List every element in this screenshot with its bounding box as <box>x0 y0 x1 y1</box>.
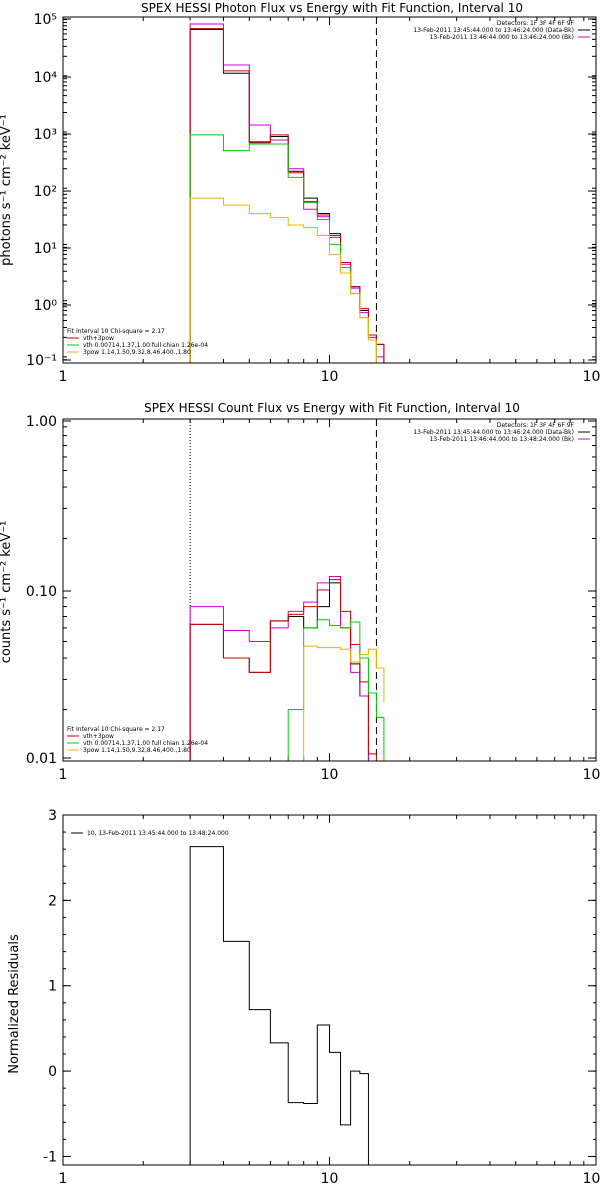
bottom-legend-text: vth 0.00714,1.37,1.00 full chian 1.26e-0… <box>83 740 208 747</box>
count-flux-title: SPEX HESSI Count Flux vs Energy with Fit… <box>144 401 520 415</box>
bottom-legend-text: 3pow 1.14,1.50,9.32,8.46,400.,1.80 <box>83 349 191 356</box>
count-flux-plot-frame <box>62 418 597 762</box>
bottom-legend-text: vth+3pow <box>83 335 114 342</box>
bottom-legend-text: vth 0.00714,1.37,1.00 full chian 1.26e-0… <box>83 342 208 349</box>
x-tick-label: 1 <box>59 767 68 783</box>
x-tick-label: 10 <box>321 1171 339 1187</box>
x-tick-label: 10 <box>321 369 339 385</box>
residuals-panel: Normalized Residuals 1101003210-110, 13-… <box>7 808 600 1187</box>
series-line-2 <box>189 579 377 761</box>
y-tick-label: 0.10 <box>26 584 57 600</box>
photon-flux-plot-frame <box>62 16 597 364</box>
top-legend-text: 13-Feb-2011 13:45:44.000 to 13:46:24.000… <box>413 27 574 34</box>
series-line-2 <box>189 28 385 363</box>
photon-flux-title: SPEX HESSI Photon Flux vs Energy with Fi… <box>141 1 523 15</box>
y-tick-label: -1 <box>43 1149 57 1165</box>
residuals-plot-frame <box>62 814 597 1166</box>
bottom-legend-text: Fit Interval 10 Chi-square = 2.17 <box>67 726 165 733</box>
bottom-legend-text: Fit Interval 10 Chi-square = 2.17 <box>67 328 165 335</box>
y-tick-label: 2 <box>48 893 57 909</box>
y-tick-label: 3 <box>48 808 57 824</box>
series-line-4 <box>189 197 377 363</box>
series-line-1 <box>189 23 385 363</box>
series-line-3 <box>189 134 377 363</box>
series-line-1 <box>189 575 369 761</box>
top-legend-text: Detectors: 1F 3F 4F 6F 9F <box>497 422 575 429</box>
series-line-3 <box>249 619 385 762</box>
residuals-ylabel: Normalized Residuals <box>7 934 22 1074</box>
top-legend-text: 13-Feb-2011 13:46:44.000 to 13:46:24.000… <box>430 34 574 41</box>
x-tick-label: 1 <box>59 369 68 385</box>
legend-text: 10, 13-Feb-2011 13:45:44.000 to 13:48:24… <box>87 830 229 837</box>
count-flux-ylabel: counts s⁻¹ cm⁻² keV⁻¹ <box>0 521 14 664</box>
photon-flux-panel: SPEX HESSI Photon Flux vs Energy with Fi… <box>0 1 600 385</box>
y-tick-label: 0.01 <box>26 751 57 767</box>
y-tick-label: 10⁵ <box>34 12 57 28</box>
x-tick-label: 100 <box>583 369 600 385</box>
bottom-legend-text: vth+3pow <box>83 733 114 740</box>
x-tick-label: 10 <box>321 767 339 783</box>
y-tick-label: 10³ <box>34 127 57 143</box>
y-tick-label: 10² <box>34 184 57 200</box>
y-tick-label: 10⁰ <box>34 298 58 314</box>
y-tick-label: 1.00 <box>26 414 57 430</box>
y-tick-label: 10¹ <box>34 241 57 257</box>
photon-flux-ylabel: photons s⁻¹ cm⁻² keV⁻¹ <box>0 114 14 266</box>
series-line-0 <box>189 28 385 363</box>
count-flux-panel: SPEX HESSI Count Flux vs Energy with Fit… <box>0 401 600 783</box>
top-legend-text: Detectors: 1F 3F 4F 6F 9F <box>497 20 575 27</box>
top-legend-text: 13-Feb-2011 13:46:44.000 to 13:48:24.000… <box>430 436 574 443</box>
y-tick-label: 10⁴ <box>34 70 58 86</box>
series-line-4 <box>303 645 385 761</box>
y-tick-label: 10⁻¹ <box>26 353 57 369</box>
series-line-0 <box>189 846 369 1165</box>
x-tick-label: 100 <box>583 1171 600 1187</box>
bottom-legend-text: 3pow 1.14,1.50,9.32,8.46,400.,1.80 <box>83 747 191 754</box>
x-tick-label: 1 <box>59 1171 68 1187</box>
top-legend-text: 13-Feb-2011 13:45:44.000 to 13:46:24.000… <box>413 429 574 436</box>
x-tick-label: 100 <box>583 767 600 783</box>
series-line-0 <box>189 582 369 761</box>
y-tick-label: 0 <box>48 1064 57 1080</box>
y-tick-label: 1 <box>48 979 57 995</box>
